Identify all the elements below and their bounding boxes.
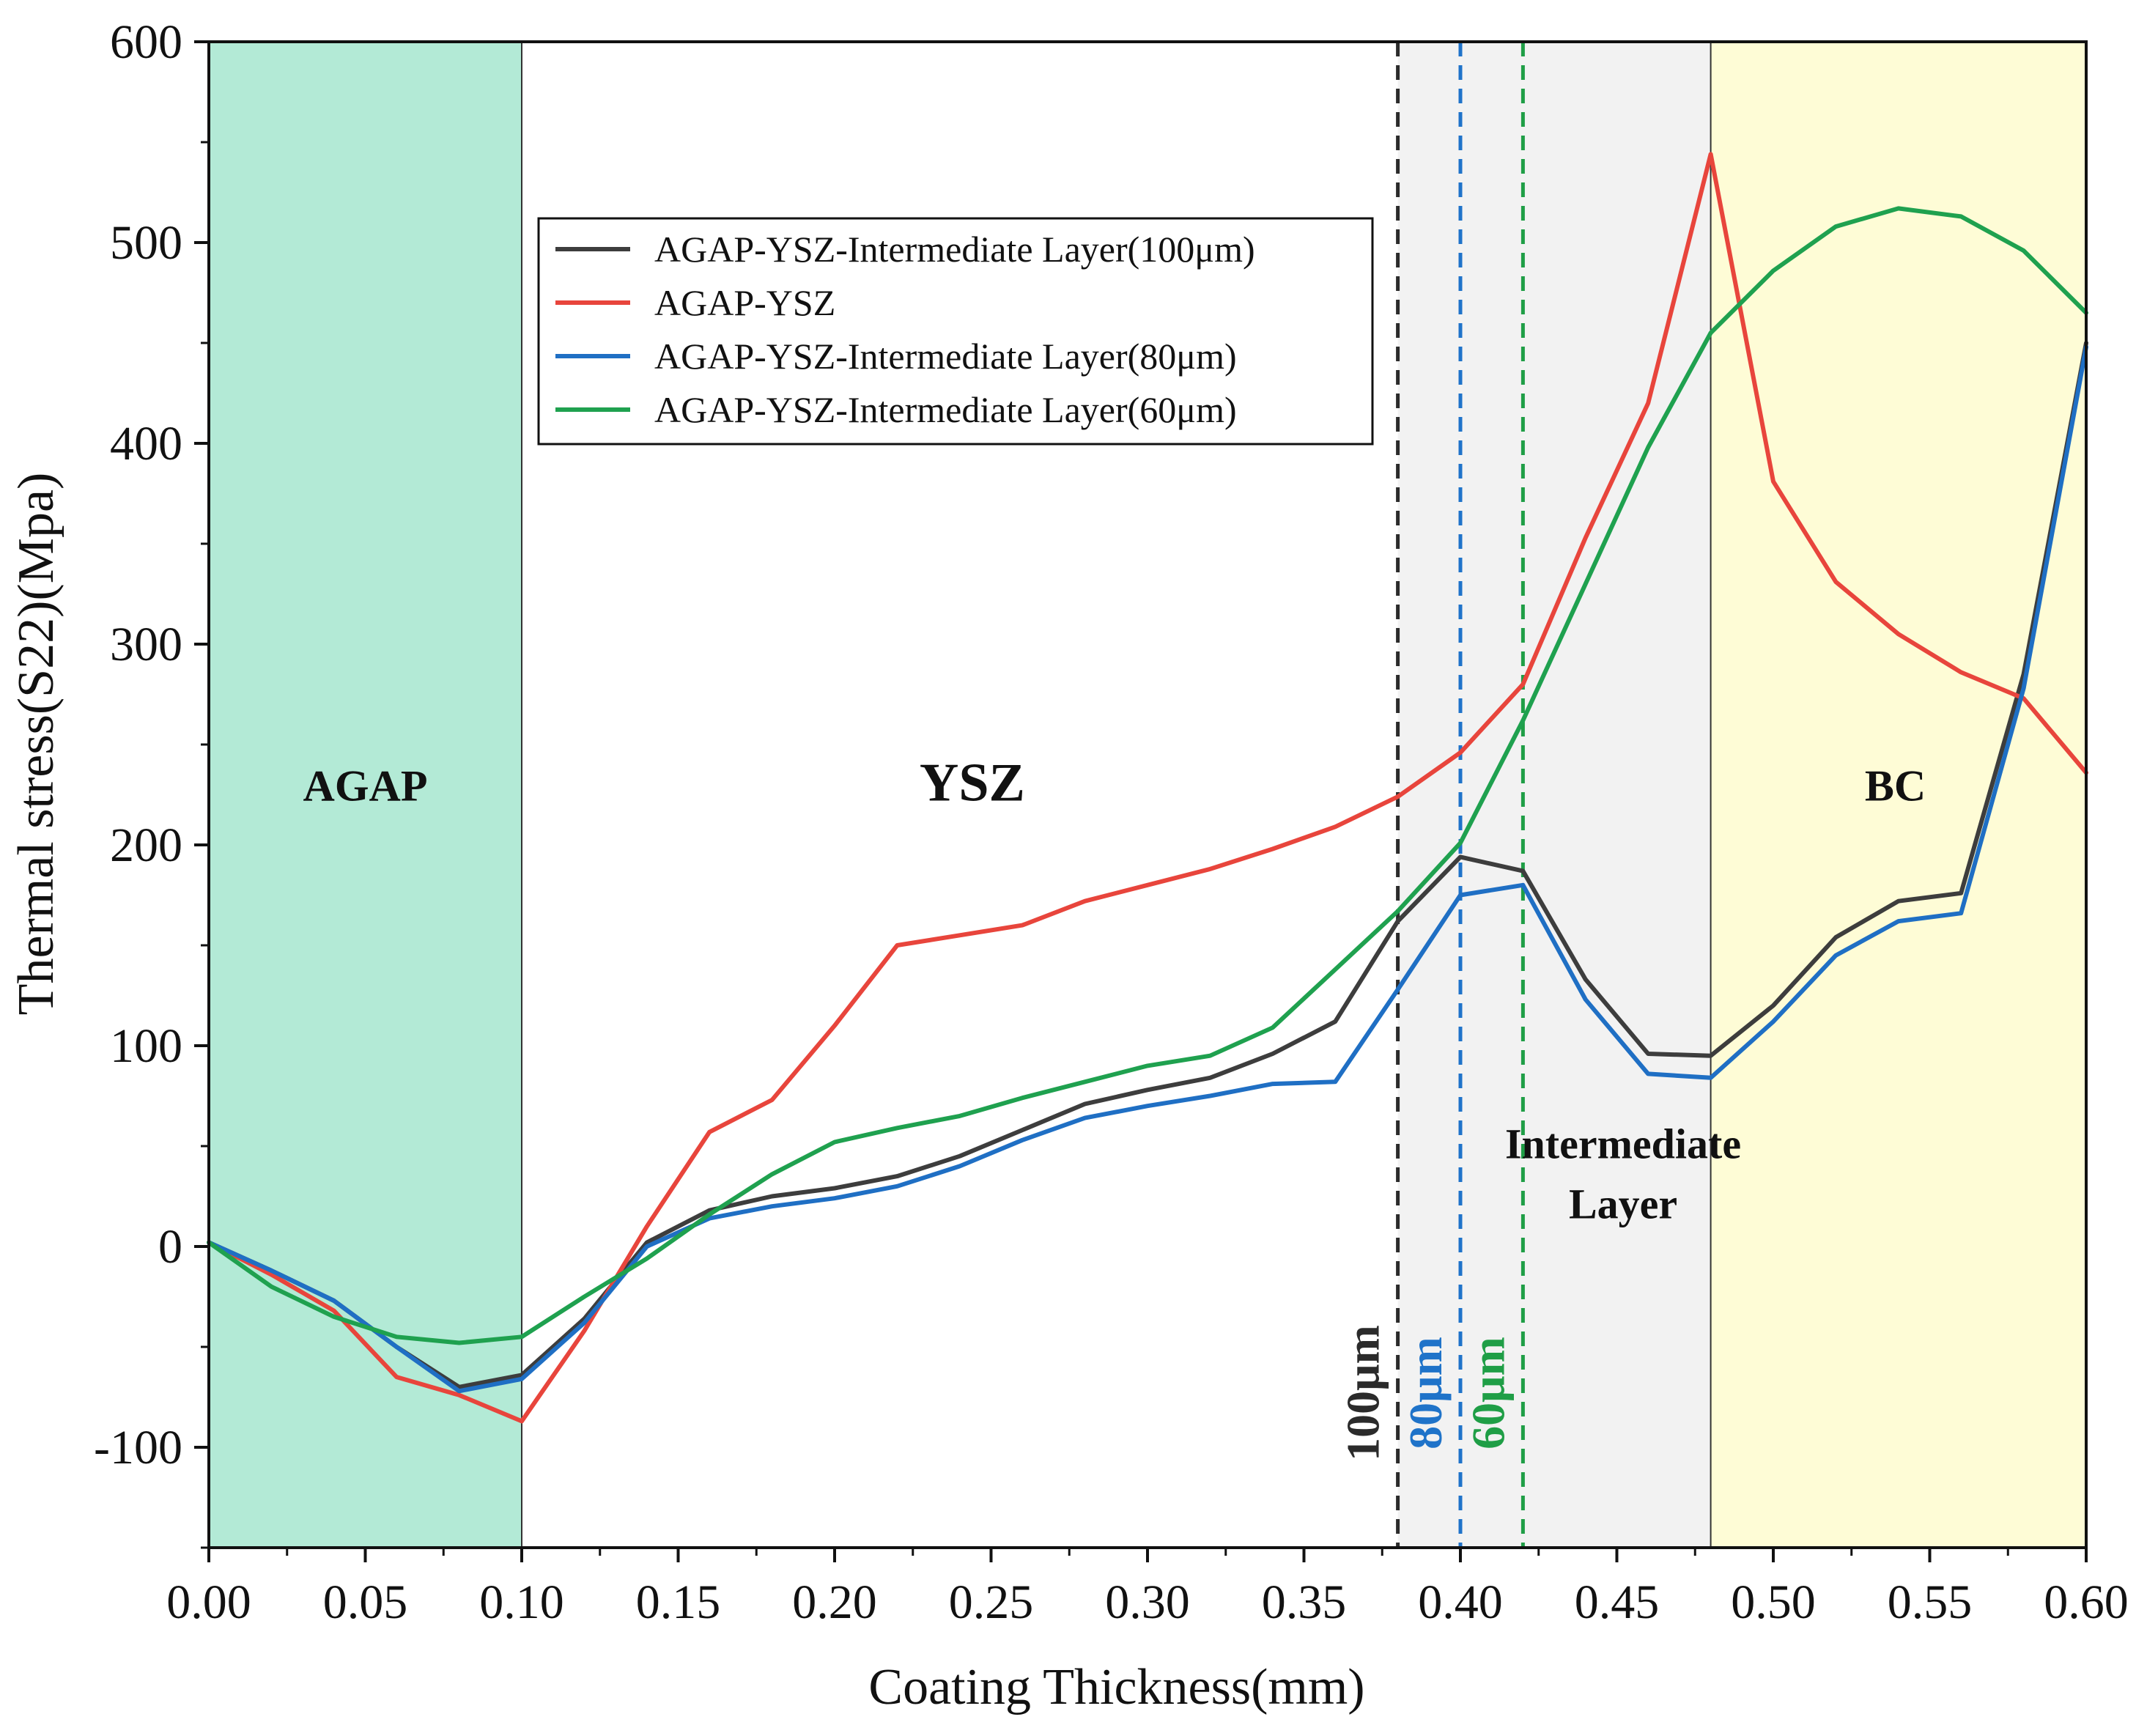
x-tick-label: 0.40 (1418, 1576, 1503, 1629)
series-line-2 (207, 344, 2088, 1394)
legend-label-2: AGAP-YSZ-Intermediate Layer(80μm) (654, 336, 1237, 377)
legend-label-0: AGAP-YSZ-Intermediate Layer(100μm) (654, 229, 1255, 270)
legend-label-1: AGAP-YSZ (654, 282, 835, 323)
legend-items: AGAP-YSZ-Intermediate Layer(100μm) AGAP-Y… (555, 229, 1255, 430)
y-tick-label: 200 (110, 819, 182, 872)
x-tick-label: 0.15 (636, 1576, 721, 1629)
x-tick-label: 0.30 (1105, 1576, 1190, 1629)
region-labels: AGAP YSZ Intermediate Layer BC (303, 753, 1926, 1228)
x-axis-title: Coating Thickness(mm) (868, 1659, 1364, 1715)
region-label-intermediate: Intermediate (1505, 1120, 1741, 1167)
y-tick-label: 300 (110, 618, 182, 671)
region-label-agap: AGAP (303, 762, 428, 810)
x-tick-label: 0.25 (949, 1576, 1034, 1629)
y-tick-label: 500 (110, 216, 182, 270)
series-line-0 (207, 341, 2088, 1389)
region-label-ysz: YSZ (920, 753, 1025, 813)
boundary-label-1: 80μm (1400, 1337, 1452, 1449)
x-tick-label: 0.45 (1575, 1576, 1660, 1629)
x-tick-label: 0.20 (792, 1576, 877, 1629)
series-line-1 (207, 152, 2088, 1424)
y-tick-label: 0 (158, 1220, 182, 1274)
x-tick-label: 0.10 (479, 1576, 564, 1629)
region-band-intermediate (1397, 42, 1711, 1548)
x-tick-label: 0.05 (323, 1576, 408, 1629)
x-tick-label: 0.50 (1731, 1576, 1816, 1629)
legend-label-3: AGAP-YSZ-Intermediate Layer(60μm) (654, 389, 1237, 430)
region-label-bc: BC (1865, 762, 1926, 810)
x-tick-label: 0.55 (1888, 1576, 1973, 1629)
x-tick-label: 0.00 (166, 1576, 251, 1629)
boundary-label-0: 100μm (1337, 1325, 1389, 1461)
x-tick-label: 0.60 (2044, 1576, 2129, 1629)
y-tick-label: -100 (94, 1421, 182, 1474)
thickness-labels: 100μm 80μm 60μm (1337, 1325, 1515, 1461)
boundary-label-2: 60μm (1462, 1337, 1514, 1449)
y-axis-ticks: -100 0 100 200 300 400 500 600 (94, 15, 209, 1549)
legend: AGAP-YSZ-Intermediate Layer(100μm) AGAP-Y… (537, 217, 1374, 446)
series-lines (207, 152, 2088, 1424)
series-line-3 (207, 206, 2088, 1345)
y-tick-label: 400 (110, 417, 182, 470)
legend-box (537, 217, 1374, 446)
y-tick-label: 100 (110, 1019, 182, 1073)
region-band-agap (209, 42, 522, 1548)
region-label-intermediate-line2: Layer (1569, 1181, 1677, 1228)
y-tick-label: 600 (110, 15, 182, 69)
y-axis-title: Thermal stress(S22)(Mpa) (8, 473, 64, 1016)
x-tick-label: 0.35 (1262, 1576, 1347, 1629)
region-band-bc (1710, 42, 2086, 1548)
x-axis-ticks: 0.00 0.05 0.10 0.15 0.20 0.25 0.30 0.35 0.40 0.45… (166, 1548, 2129, 1629)
